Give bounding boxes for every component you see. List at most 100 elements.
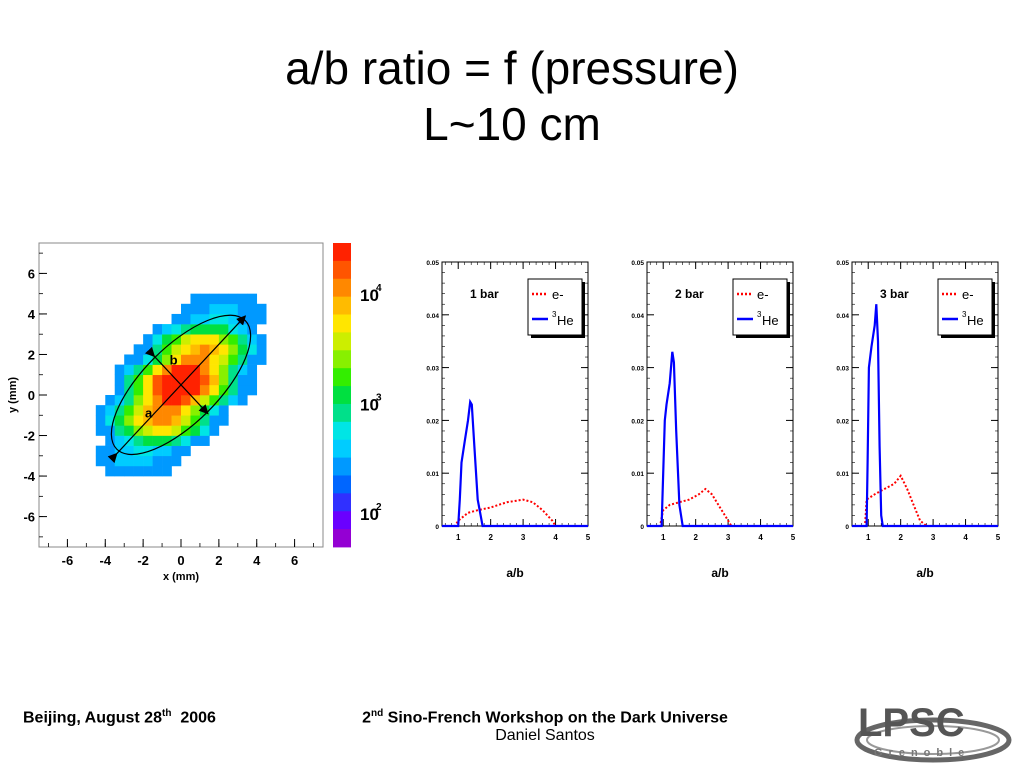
heatmap-cell xyxy=(95,405,106,416)
heatmap-cell xyxy=(114,465,125,477)
footer-author: Daniel Santos xyxy=(495,727,595,745)
heatmap-cell xyxy=(124,425,134,436)
x-tick-label: 4 xyxy=(963,533,968,542)
heatmap-y-tick-label: 4 xyxy=(28,307,36,322)
heatmap-cell xyxy=(143,395,153,406)
colorbar-segment xyxy=(333,421,351,441)
heatmap-cell xyxy=(124,395,134,406)
y-tick-label: 0.04 xyxy=(836,313,849,320)
heatmap-cell xyxy=(199,303,210,315)
ratio-chart-2bar: 1 2 3 4 500.010.020.030.040.05a/b2 bar e-3 He xyxy=(631,260,795,580)
heatmap-cell xyxy=(143,384,153,396)
heatmap-cell xyxy=(171,313,182,325)
footer-date-sup: th xyxy=(161,708,172,719)
colorbar-tick-exponent: 3 xyxy=(376,393,382,404)
heatmap-cell xyxy=(105,425,116,436)
y-tick-label: 0.04 xyxy=(426,313,439,320)
x-tick-label: 1 xyxy=(661,533,666,542)
heatmap-cell xyxy=(105,455,116,467)
x-tick-label: 2 xyxy=(693,533,698,542)
heatmap-cell xyxy=(256,334,267,345)
y-tick-label: 0.02 xyxy=(836,418,849,425)
heatmap-cell xyxy=(152,415,163,426)
heatmap-cell xyxy=(114,425,125,436)
heatmap-cell xyxy=(256,303,267,315)
heatmap-cell xyxy=(199,344,210,355)
y-tick-label: 0.03 xyxy=(836,366,849,373)
heatmap-cell xyxy=(171,415,182,426)
heatmap-cell xyxy=(228,364,239,376)
colorbar-segment xyxy=(333,260,351,280)
heatmap-cell xyxy=(181,415,191,426)
heatmap-cell xyxy=(162,405,172,416)
colorbar-tick-label: 10 xyxy=(360,505,379,524)
colorbar-segment xyxy=(333,314,351,333)
heatmap-cell xyxy=(190,313,201,325)
svg-text:Grenoble: Grenoble xyxy=(874,747,970,759)
heatmap-cell xyxy=(152,395,163,406)
heatmap-cell xyxy=(181,344,191,355)
heatmap-cell xyxy=(181,435,191,446)
heatmap-cell xyxy=(95,425,106,436)
heatmap-cell xyxy=(181,395,191,406)
heatmap-cell xyxy=(209,364,220,376)
heatmap-cell xyxy=(228,303,239,315)
heatmap-cell xyxy=(190,374,201,386)
heatmap-cell xyxy=(228,334,239,345)
heatmap-cell xyxy=(190,425,201,436)
heatmap-cell xyxy=(152,445,163,457)
heatmap-cell xyxy=(199,374,210,386)
lpsc-logo: LPSC Grenoble xyxy=(854,701,1012,763)
heatmap-cell xyxy=(124,364,134,376)
minor-axis-label: b xyxy=(170,353,178,368)
y-tick-label: 0.05 xyxy=(631,260,644,267)
series-he3-line xyxy=(647,351,793,528)
heatmap-cell xyxy=(143,425,153,436)
colorbar-tick-exponent: 2 xyxy=(376,502,382,513)
legend-he-superscript: 3 xyxy=(757,310,762,319)
legend-e-label: e- xyxy=(962,287,974,302)
heatmap-cell xyxy=(199,395,210,406)
heatmap-cell xyxy=(133,344,144,355)
title-line-1: a/b ratio = f (pressure) xyxy=(285,42,739,94)
heatmap-y-tick-label: 6 xyxy=(28,266,35,281)
y-tick-label: 0.04 xyxy=(631,313,644,320)
heatmap-x-tick-label: -2 xyxy=(137,553,149,568)
heatmap-cell xyxy=(190,344,201,355)
heatmap-cell xyxy=(162,384,172,396)
heatmap-cell xyxy=(209,384,220,396)
legend-he-label: He xyxy=(762,313,779,328)
heatmap-cell xyxy=(218,354,229,365)
heatmap-cell xyxy=(152,384,163,396)
heatmap-cell xyxy=(228,293,239,305)
heatmap-cell xyxy=(105,395,116,406)
x-tick-label: 5 xyxy=(586,533,591,542)
heatmap-cell xyxy=(171,455,182,467)
heatmap-cell xyxy=(209,303,220,315)
heatmap-cell xyxy=(218,395,229,406)
heatmap-cell xyxy=(162,324,172,335)
heatmap-cell xyxy=(247,324,258,335)
svg-text:LPSC: LPSC xyxy=(858,701,965,745)
heatmap-cell xyxy=(209,293,220,305)
heatmap-cell xyxy=(199,324,210,335)
heatmap-cell xyxy=(152,425,163,436)
heatmap-x-tick-label: 2 xyxy=(215,553,222,568)
heatmap-cell xyxy=(133,435,144,446)
series-he3-line xyxy=(852,304,998,528)
heatmap-cell xyxy=(95,455,106,467)
heatmap-cell xyxy=(171,405,182,416)
heatmap-cell xyxy=(218,405,229,416)
heatmap-cell xyxy=(133,395,144,406)
heatmap-y-tick-label: 2 xyxy=(28,347,35,362)
colorbar-segment xyxy=(333,511,351,530)
x-tick-label: 2 xyxy=(898,533,903,542)
heatmap-cell xyxy=(209,374,220,386)
heatmap-cell xyxy=(190,334,201,345)
heatmap-cell xyxy=(181,445,191,457)
heatmap-cell xyxy=(143,334,153,345)
heatmap-cell xyxy=(162,445,172,457)
heatmap-cell xyxy=(171,324,182,335)
x-tick-label: 3 xyxy=(931,533,936,542)
heatmap-cell xyxy=(190,354,201,365)
